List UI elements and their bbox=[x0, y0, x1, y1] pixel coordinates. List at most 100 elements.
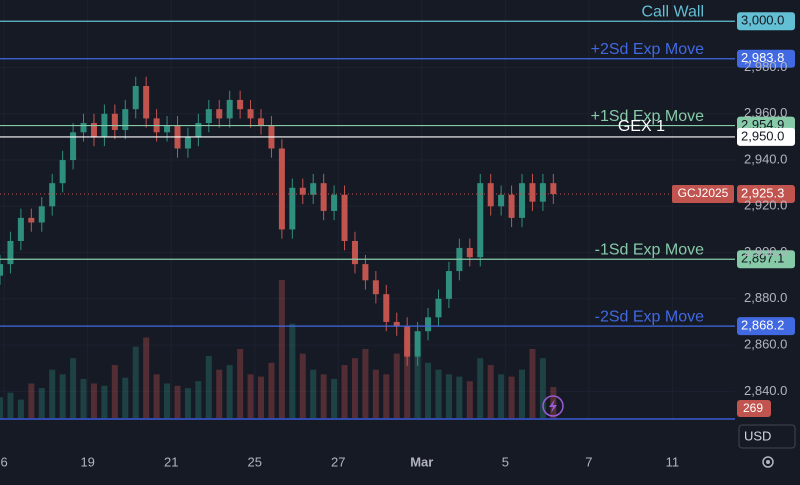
level-label: +1Sd Exp Move bbox=[591, 108, 705, 125]
volume-bar bbox=[425, 362, 432, 418]
volume-bar bbox=[80, 378, 87, 418]
y-tick-label: 2,940.0 bbox=[744, 151, 787, 166]
y-tick-label: 2,900.0 bbox=[744, 244, 787, 259]
level-value: 2,897.1 bbox=[741, 251, 784, 266]
volume-bar bbox=[226, 365, 233, 418]
candle-body bbox=[435, 298, 442, 318]
volume-bar bbox=[383, 374, 390, 418]
lightning-icon[interactable] bbox=[542, 395, 564, 417]
candle-body bbox=[7, 240, 14, 265]
candle-body bbox=[216, 109, 223, 119]
volume-bar bbox=[519, 369, 526, 418]
volume-bar bbox=[132, 346, 139, 418]
candle-body bbox=[111, 113, 118, 130]
currency: USD bbox=[744, 428, 771, 443]
volume-bar bbox=[299, 353, 306, 418]
level-value: 2,868.2 bbox=[741, 318, 784, 333]
candle-body bbox=[17, 217, 24, 241]
candle-body bbox=[445, 271, 452, 299]
volume-bar bbox=[351, 358, 358, 418]
level-value: 3,000.0 bbox=[741, 13, 784, 28]
candle-body bbox=[49, 183, 56, 207]
volume-bar bbox=[435, 369, 442, 418]
level-badge bbox=[737, 250, 795, 269]
volume-bar bbox=[237, 349, 244, 418]
settings-icon[interactable] bbox=[762, 456, 774, 468]
x-tick-label: 21 bbox=[164, 454, 178, 469]
volume-bar bbox=[278, 280, 285, 418]
volume-bar bbox=[466, 381, 473, 418]
candle-body bbox=[299, 187, 306, 195]
volume-bar bbox=[508, 376, 515, 418]
candle-body bbox=[372, 280, 379, 295]
candle-body bbox=[184, 136, 191, 149]
symbol: GCJ2025 bbox=[678, 186, 729, 200]
candle-body bbox=[258, 118, 265, 126]
x-tick-label: 19 bbox=[80, 454, 94, 469]
candle-body bbox=[195, 123, 202, 137]
volume-bar bbox=[331, 378, 338, 418]
candle-body bbox=[143, 86, 150, 119]
candle-body bbox=[80, 123, 87, 133]
volume-bar bbox=[404, 337, 411, 418]
volume-bar bbox=[320, 374, 327, 418]
candle-body bbox=[320, 183, 327, 211]
volume-bar bbox=[456, 376, 463, 418]
candle-body bbox=[226, 99, 233, 119]
volume-bar bbox=[247, 374, 254, 418]
volume-last: 269 bbox=[743, 401, 763, 415]
candle-body bbox=[425, 317, 432, 332]
volume-bar bbox=[414, 344, 421, 418]
volume-bar bbox=[184, 388, 191, 418]
settings-dot bbox=[766, 460, 770, 464]
candle-body bbox=[331, 194, 338, 211]
volume-bar bbox=[122, 377, 129, 418]
level-value: 2,950.0 bbox=[741, 128, 784, 143]
candle-body bbox=[0, 264, 3, 276]
candle-body bbox=[351, 240, 358, 265]
volume-bar bbox=[111, 365, 118, 418]
candle-body bbox=[90, 123, 97, 137]
last-price: 2,925.3 bbox=[741, 185, 784, 200]
volume-bar bbox=[487, 365, 494, 418]
level-badge bbox=[737, 49, 795, 68]
candle-body bbox=[393, 321, 400, 327]
volume-bar bbox=[90, 383, 97, 418]
candle-body bbox=[498, 194, 505, 207]
y-tick-label: 2,880.0 bbox=[744, 290, 787, 305]
volume-bar bbox=[7, 392, 14, 418]
x-tick-label: 27 bbox=[331, 454, 345, 469]
volume-bar bbox=[539, 358, 546, 418]
candle-body bbox=[28, 217, 35, 223]
volume-bar bbox=[174, 385, 181, 418]
candle-body bbox=[529, 183, 536, 202]
candle-body bbox=[519, 183, 526, 218]
candle-body bbox=[383, 294, 390, 322]
level-value: 2,983.8 bbox=[741, 50, 784, 65]
x-tick-label: 25 bbox=[248, 454, 262, 469]
x-tick-label: 7 bbox=[585, 454, 592, 469]
x-tick-label: 5 bbox=[502, 454, 509, 469]
candle-body bbox=[466, 247, 473, 258]
candle-body bbox=[404, 326, 411, 357]
y-tick-label: 2,860.0 bbox=[744, 337, 787, 352]
volume-bar bbox=[164, 383, 171, 418]
volume-badge bbox=[737, 400, 771, 417]
candle-body bbox=[247, 109, 254, 119]
price-badge bbox=[737, 185, 795, 204]
candle-body bbox=[38, 206, 45, 223]
x-tick-label: 11 bbox=[666, 454, 680, 469]
candle-body bbox=[362, 264, 369, 281]
volume-bar bbox=[153, 374, 160, 418]
volume-bar bbox=[17, 399, 24, 418]
lightning-glyph bbox=[549, 399, 557, 413]
currency-box[interactable] bbox=[738, 424, 796, 449]
y-tick-label: 2,920.0 bbox=[744, 198, 787, 213]
candle-body bbox=[310, 183, 317, 195]
volume-bar bbox=[38, 388, 45, 418]
volume-bar bbox=[258, 376, 265, 418]
x-tick-label: Mar bbox=[410, 454, 433, 469]
candle-body bbox=[70, 132, 77, 161]
candle-body bbox=[414, 331, 421, 357]
